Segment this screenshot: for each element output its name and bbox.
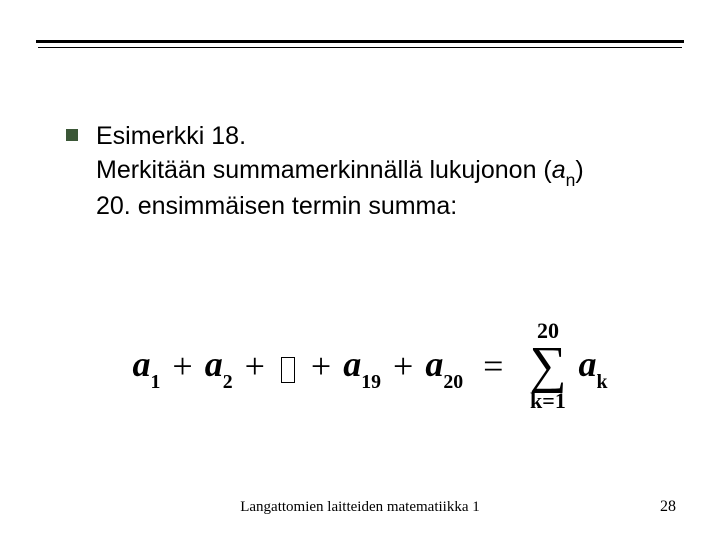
term-ak: ak <box>578 343 607 390</box>
plus-3: + <box>311 345 331 387</box>
seq-sub: n <box>566 170 576 190</box>
ellipsis-placeholder-icon <box>281 357 295 383</box>
sigma-icon: ∑ <box>529 344 566 388</box>
line3: 20. ensimmäisen termin summa: <box>96 192 457 220</box>
term-a20: a20 <box>425 343 463 390</box>
sum-lower: k=1 <box>530 390 566 412</box>
example-title: Esimerkki 18. <box>96 122 246 150</box>
footer-text: Langattomien laitteiden matematiikka 1 <box>0 499 720 516</box>
term-a19: a19 <box>343 343 381 390</box>
term-a2: a2 <box>205 343 233 390</box>
line2-suffix: ) <box>575 156 583 184</box>
sigma-sum: 20 ∑ k=1 <box>529 320 566 412</box>
content-block: Esimerkki 18. Merkitään summamerkinnällä… <box>66 120 672 224</box>
body-text: Esimerkki 18. Merkitään summamerkinnällä… <box>96 120 584 224</box>
bullet-item: Esimerkki 18. Merkitään summamerkinnällä… <box>66 120 672 224</box>
plus-1: + <box>172 345 192 387</box>
top-border-thick <box>36 40 684 43</box>
top-border-thin <box>38 47 682 48</box>
line2-prefix: Merkitään summamerkinnällä lukujonon ( <box>96 156 552 184</box>
seq-var: a <box>552 156 566 184</box>
plus-4: + <box>393 345 413 387</box>
square-bullet-icon <box>66 129 78 141</box>
plus-2: + <box>245 345 265 387</box>
equation: a1 + a2 + + a19 + a20 = 20 ∑ k=1 ak <box>60 320 680 412</box>
term-a1: a1 <box>133 343 161 390</box>
page-number: 28 <box>660 498 676 516</box>
equals: = <box>483 345 503 387</box>
